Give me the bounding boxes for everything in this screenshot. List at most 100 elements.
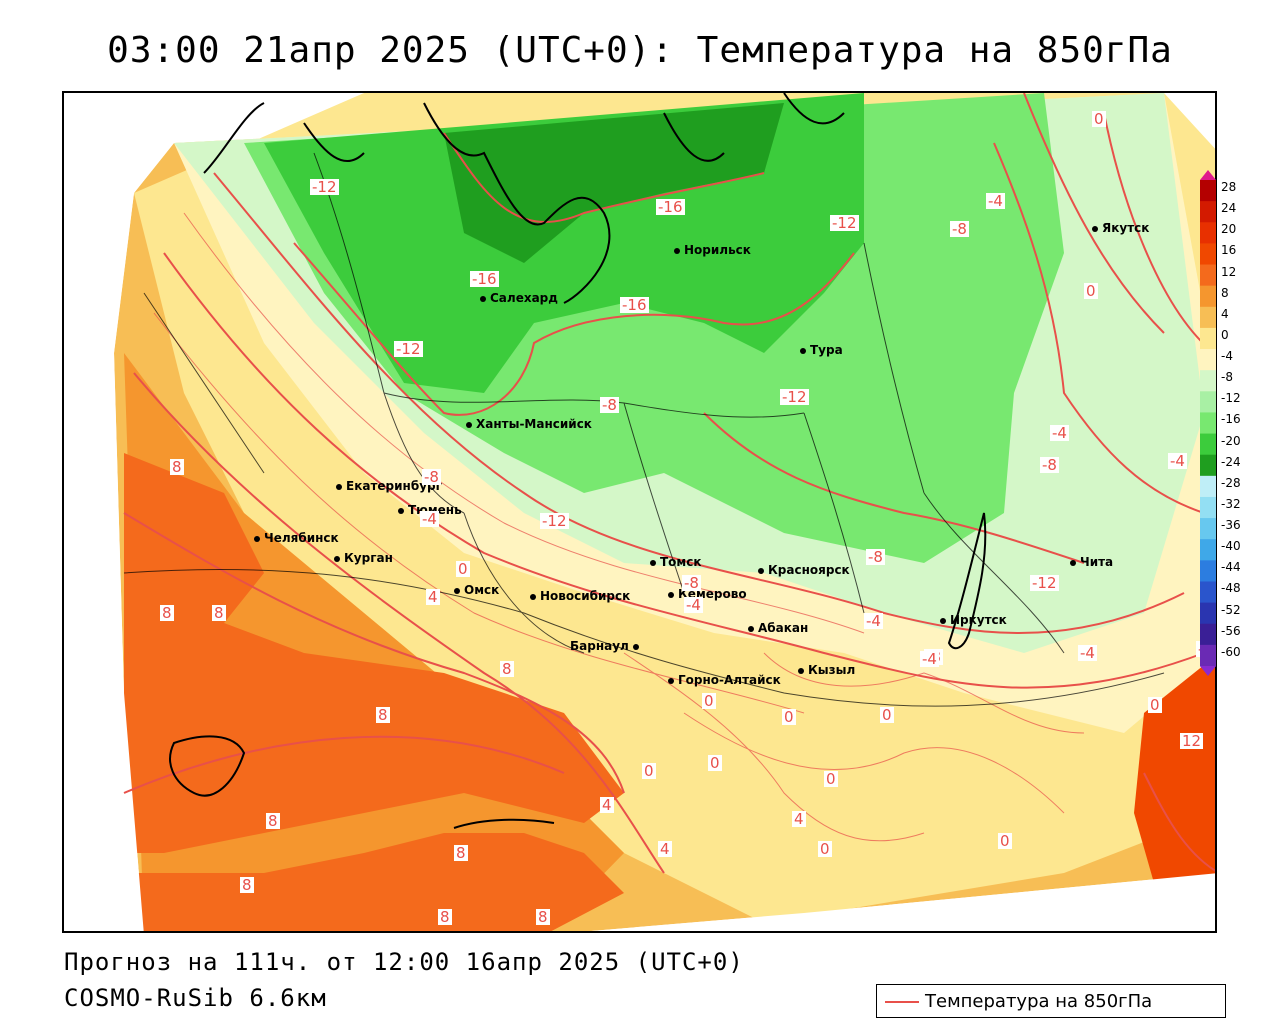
contour-label: -4 xyxy=(1168,452,1187,470)
colorbar-segment xyxy=(1200,412,1216,435)
colorbar-tick-label: 20 xyxy=(1221,222,1237,237)
city-label: Новосибирск xyxy=(540,589,631,603)
outside-domain xyxy=(64,93,364,931)
city-label: Ханты-Мансийск xyxy=(476,417,592,431)
city-marker xyxy=(530,593,536,600)
city-label: Тура xyxy=(810,343,843,357)
colorbar-min-arrow xyxy=(1200,666,1216,676)
contour-label: 8 xyxy=(160,604,174,622)
city-tomsk: Томск xyxy=(650,555,702,569)
legend-line-swatch xyxy=(885,1001,919,1003)
colorbar-tick-label: -16 xyxy=(1221,412,1241,427)
colorbar-segment xyxy=(1200,264,1216,287)
contour-label: 0 xyxy=(1084,282,1098,300)
colorbar xyxy=(1200,170,1216,676)
city-marker xyxy=(336,483,342,490)
city-label: Салехард xyxy=(490,291,558,305)
city-marker xyxy=(454,587,460,594)
contour-label: -12 xyxy=(394,340,423,358)
contour-label: -8 xyxy=(866,548,885,566)
colorbar-segment xyxy=(1200,623,1216,646)
colorbar-tick-label: 4 xyxy=(1221,306,1229,321)
colorbar-max-arrow xyxy=(1200,170,1216,180)
colorbar-segment xyxy=(1200,306,1216,329)
contour-label: 8 xyxy=(376,706,390,724)
colorbar-tick-label: -28 xyxy=(1221,475,1241,490)
city-marker xyxy=(668,677,674,684)
contour-label: -8 xyxy=(950,220,969,238)
city-yakutsk: Якутск xyxy=(1092,221,1149,235)
city-marker xyxy=(800,347,806,354)
contour-label: 4 xyxy=(658,840,672,858)
colorbar-segment xyxy=(1200,581,1216,604)
city-label: Барнаул xyxy=(570,639,629,653)
contour-label: 0 xyxy=(880,706,894,724)
city-abakan: Абакан xyxy=(748,621,808,635)
city-label: Иркутск xyxy=(950,613,1007,627)
contour-label: 0 xyxy=(1148,696,1162,714)
contour-label: 0 xyxy=(998,832,1012,850)
city-marker xyxy=(466,421,472,428)
temperature-contours xyxy=(123,93,1215,874)
city-marker xyxy=(758,567,764,574)
city-marker xyxy=(632,643,639,650)
city-gorno-altaysk: Горно-Алтайск xyxy=(668,673,781,687)
map-title: 03:00 21апр 2025 (UTC+0): Температура на… xyxy=(107,30,1173,71)
colorbar-tick-label: -20 xyxy=(1221,433,1241,448)
contour-label: 0 xyxy=(642,762,656,780)
minor-contours xyxy=(153,212,1085,842)
city-marker xyxy=(668,591,674,598)
city-marker xyxy=(480,295,486,302)
city-label: Курган xyxy=(344,551,393,565)
colorbar-tick-label: -12 xyxy=(1221,391,1241,406)
city-kemerovo: Кемерово xyxy=(668,587,747,601)
contour-label: -4 xyxy=(920,650,939,668)
contour-label: -12 xyxy=(310,178,339,196)
colorbar-tick-label: -36 xyxy=(1221,518,1241,533)
colorbar-tick-label: 28 xyxy=(1221,180,1237,194)
city-barnaul: Барнаул xyxy=(570,639,643,653)
colorbar-tick-label: 0 xyxy=(1221,327,1229,342)
city-norilsk: Норильск xyxy=(674,243,751,257)
colorbar-tick-label: -4 xyxy=(1221,349,1233,364)
colorbar-segment xyxy=(1200,201,1216,223)
contour-label: 4 xyxy=(792,810,806,828)
colorbar-segment xyxy=(1200,518,1216,540)
city-marker xyxy=(940,617,946,624)
city-krasnoyarsk: Красноярск xyxy=(758,563,850,577)
colorbar-segment xyxy=(1200,327,1216,350)
city-marker xyxy=(254,535,260,542)
colorbar-segment xyxy=(1200,475,1216,498)
zone-8-12-south xyxy=(124,833,624,931)
colorbar-tick-label: -40 xyxy=(1221,539,1241,554)
city-chita: Чита xyxy=(1070,555,1113,569)
contour-label: -4 xyxy=(864,612,883,630)
legend: Температура на 850гПа xyxy=(876,984,1226,1018)
colorbar-segment xyxy=(1200,349,1216,371)
contour-label: 0 xyxy=(702,692,716,710)
outside-domain-se xyxy=(591,873,1215,931)
city-label: Норильск xyxy=(684,243,751,257)
temperature-map[interactable]: Якутск Норильск Салехард Тура Ханты-Манс… xyxy=(62,91,1217,933)
contour-label: 0 xyxy=(1092,110,1106,128)
contour-label: 8 xyxy=(454,844,468,862)
contour-label: -16 xyxy=(656,198,685,216)
city-label: Кызыл xyxy=(808,663,856,677)
city-marker xyxy=(650,559,656,566)
contour-label: -16 xyxy=(620,296,649,314)
city-label: Омск xyxy=(464,583,500,597)
contour-label: 0 xyxy=(708,754,722,772)
city-kurgan: Курган xyxy=(334,551,393,565)
colorbar-segment xyxy=(1200,602,1216,625)
city-salekhard: Салехард xyxy=(480,291,558,305)
city-marker xyxy=(398,507,404,514)
colorbar-segment xyxy=(1200,496,1216,519)
city-novosibirsk: Новосибирск xyxy=(530,589,630,603)
city-label: Екатеринбург xyxy=(346,479,442,493)
city-tura: Тура xyxy=(800,343,843,357)
contour-label: 4 xyxy=(426,588,440,606)
contour-label: 12 xyxy=(1180,732,1204,750)
contour-label: 8 xyxy=(266,812,280,830)
colorbar-segment xyxy=(1200,560,1216,582)
contour-label: -12 xyxy=(830,214,859,232)
